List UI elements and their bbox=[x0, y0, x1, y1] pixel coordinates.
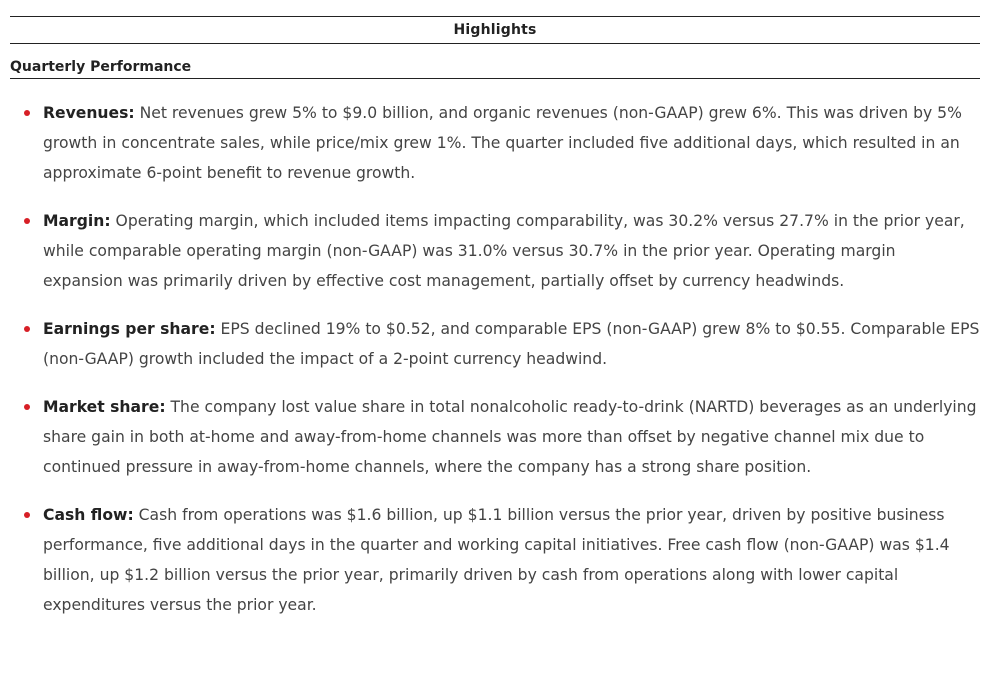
list-item-cash-flow: Cash flow: Cash from operations was $1.6… bbox=[10, 500, 980, 620]
item-label: Revenues: bbox=[43, 104, 135, 122]
bullet-icon bbox=[24, 404, 30, 410]
item-text: Cash from operations was $1.6 billion, u… bbox=[43, 506, 950, 614]
list-item-margin: Margin: Operating margin, which included… bbox=[10, 206, 980, 296]
highlights-list: Revenues: Net revenues grew 5% to $9.0 b… bbox=[10, 98, 980, 620]
item-text: Net revenues grew 5% to $9.0 billion, an… bbox=[43, 104, 962, 182]
page-title: Highlights bbox=[10, 16, 980, 44]
list-item-earnings-per-share: Earnings per share: EPS declined 19% to … bbox=[10, 314, 980, 374]
list-item-market-share: Market share: The company lost value sha… bbox=[10, 392, 980, 482]
bullet-icon bbox=[24, 110, 30, 116]
item-label: Cash flow: bbox=[43, 506, 134, 524]
item-text: EPS declined 19% to $0.52, and comparabl… bbox=[43, 320, 980, 368]
highlights-document: Highlights Quarterly Performance Revenue… bbox=[10, 16, 980, 620]
bullet-icon bbox=[24, 326, 30, 332]
item-label: Margin: bbox=[43, 212, 111, 230]
item-label: Earnings per share: bbox=[43, 320, 216, 338]
item-text: Operating margin, which included items i… bbox=[43, 212, 965, 290]
section-title: Quarterly Performance bbox=[10, 44, 980, 79]
bullet-icon bbox=[24, 512, 30, 518]
item-text: The company lost value share in total no… bbox=[43, 398, 977, 476]
bullet-icon bbox=[24, 218, 30, 224]
list-item-revenues: Revenues: Net revenues grew 5% to $9.0 b… bbox=[10, 98, 980, 188]
item-label: Market share: bbox=[43, 398, 166, 416]
